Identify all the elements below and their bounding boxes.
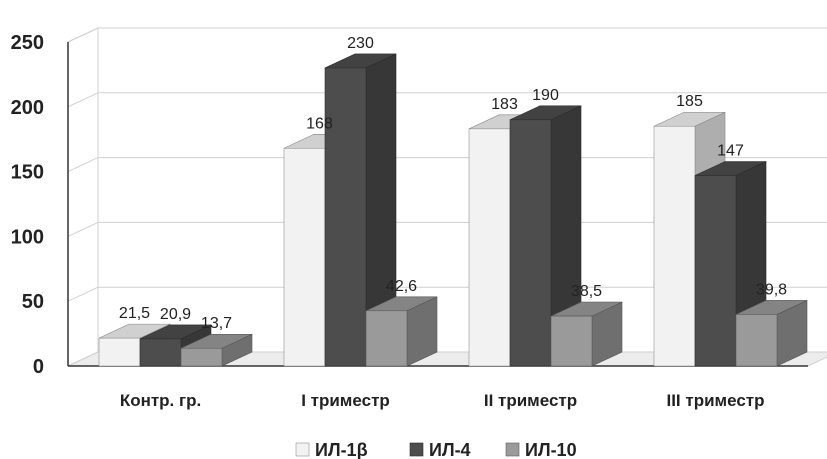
side-wall <box>67 27 99 367</box>
bar <box>509 119 552 367</box>
bar <box>324 67 367 367</box>
y-tick-labels: 0 50 100 150 200 250 <box>11 32 44 378</box>
legend-swatch <box>505 442 520 457</box>
legend-label: ИЛ-10 <box>525 440 577 459</box>
data-label: 20,9 <box>160 306 191 323</box>
bar <box>468 128 511 367</box>
bar <box>653 125 696 367</box>
x-tick-label: II триместр <box>484 391 577 410</box>
legend: ИЛ-1β ИЛ-4 ИЛ-10 <box>295 440 577 459</box>
x-tick-label: I триместр <box>301 391 390 410</box>
data-label: 38,5 <box>571 283 602 300</box>
gridline-side <box>67 221 99 237</box>
bar <box>735 314 778 367</box>
data-labels: 21,5 20,9 13,7 168 230 42,6 183 190 38,5 185 147 39… <box>119 35 787 332</box>
y-tick-label: 150 <box>11 162 44 184</box>
data-label: 21,5 <box>119 305 150 322</box>
x-tick-label: Контр. гр. <box>120 391 201 410</box>
data-label: 39,8 <box>756 281 787 298</box>
bar <box>139 338 182 367</box>
data-label: 168 <box>306 115 333 132</box>
chart-walls <box>67 27 827 367</box>
bar <box>550 315 593 367</box>
y-tick-label: 50 <box>22 291 44 313</box>
legend-swatch <box>295 442 310 457</box>
data-label: 147 <box>717 142 744 159</box>
bar <box>98 337 141 367</box>
bar <box>365 310 408 367</box>
data-label: 185 <box>676 93 703 110</box>
gridline-side <box>67 286 99 302</box>
x-tick-labels: Контр. гр. I триместр II триместр III триме… <box>120 391 765 410</box>
y-tick-label: 0 <box>33 356 44 378</box>
bar <box>180 347 223 367</box>
data-label: 42,6 <box>386 278 417 295</box>
data-label: 13,7 <box>201 315 232 332</box>
data-label: 230 <box>347 35 374 52</box>
data-label: 190 <box>532 87 559 104</box>
bar <box>283 147 326 367</box>
x-tick-label: III триместр <box>666 391 764 410</box>
legend-label: ИЛ-4 <box>429 440 471 459</box>
data-label: 183 <box>491 96 518 113</box>
legend-swatch <box>409 442 424 457</box>
legend-label: ИЛ-1β <box>315 440 368 459</box>
y-tick-label: 250 <box>11 32 44 54</box>
bar <box>694 175 737 367</box>
gridline-side <box>67 157 99 173</box>
gridline-side <box>67 27 99 43</box>
y-tick-label: 100 <box>11 226 44 248</box>
y-tick-label: 200 <box>11 97 44 119</box>
bars <box>98 53 808 367</box>
gridline-side <box>67 92 99 108</box>
